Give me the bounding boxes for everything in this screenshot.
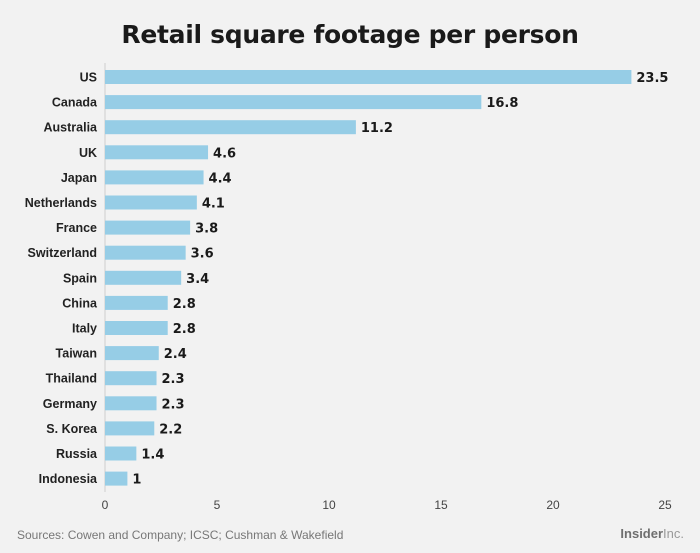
category-label: S. Korea (46, 422, 98, 436)
value-label: 1 (132, 473, 141, 488)
bar (105, 70, 632, 84)
category-label: Japan (61, 171, 97, 185)
category-label: Australia (44, 121, 99, 135)
category-label: Netherlands (25, 196, 97, 210)
value-label: 1.4 (141, 448, 164, 463)
value-label: 2.8 (173, 297, 196, 312)
bar (105, 245, 186, 260)
value-label: 23.5 (636, 71, 668, 86)
category-label: Thailand (46, 372, 97, 386)
bar (105, 170, 204, 185)
value-label: 3.8 (195, 222, 218, 237)
category-label: France (56, 221, 97, 235)
bar (105, 396, 157, 411)
category-label: Germany (43, 397, 97, 411)
value-label: 2.8 (173, 322, 196, 337)
category-labels: US Canada Australia UK Japan Netherlands Franc… (25, 71, 98, 487)
x-tick-label: 15 (434, 498, 448, 512)
bar (105, 195, 197, 210)
value-label: 4.6 (213, 146, 236, 161)
x-tick-label: 25 (658, 498, 672, 512)
value-label: 16.8 (486, 96, 518, 111)
x-tick-label: 0 (102, 498, 109, 512)
value-label: 3.6 (191, 247, 214, 262)
bar (105, 321, 168, 335)
value-label: 11.2 (361, 121, 393, 136)
footer-source: Sources: Cowen and Company; ICSC; Cushma… (17, 528, 344, 542)
chart-title: Retail square footage per person (121, 20, 579, 49)
category-label: UK (79, 146, 97, 160)
category-label: Russia (56, 447, 98, 461)
bar (105, 371, 157, 386)
category-label: Indonesia (39, 472, 98, 486)
category-label: China (62, 296, 98, 310)
value-label: 4.4 (209, 171, 232, 186)
bar (105, 295, 168, 310)
x-tick-labels: 0 5 10 15 20 25 (102, 498, 672, 512)
bar (105, 421, 155, 436)
bar (105, 145, 209, 160)
x-tick-label: 20 (546, 498, 560, 512)
category-label: Switzerland (28, 246, 97, 260)
value-label: 2.3 (162, 397, 185, 412)
brand-name: Insider (620, 526, 664, 541)
bars-group (105, 70, 632, 486)
brand-suffix: Inc. (663, 526, 684, 541)
category-label: Spain (63, 271, 97, 285)
bar (105, 95, 482, 110)
bar (105, 270, 182, 285)
value-label: 3.4 (186, 272, 209, 287)
bar (105, 220, 191, 235)
value-label: 2.2 (159, 422, 182, 437)
x-tick-label: 10 (322, 498, 336, 512)
category-label: Italy (72, 322, 97, 336)
value-label: 2.4 (164, 347, 187, 362)
category-label: Taiwan (56, 347, 97, 361)
value-labels: 23.5 16.8 11.2 4.6 4.4 4.1 3.8 3.6 3.4 2.8 2.8 2.4 2… (132, 71, 668, 488)
bar (105, 446, 137, 461)
bar (105, 471, 128, 486)
category-label: US (80, 71, 97, 85)
x-tick-label: 5 (214, 498, 221, 512)
category-label: Canada (52, 96, 98, 110)
value-label: 4.1 (202, 197, 225, 212)
bar (105, 346, 159, 361)
value-label: 2.3 (162, 372, 185, 387)
footer-brand-logo: InsiderInc. (620, 526, 684, 541)
bar (105, 120, 356, 135)
